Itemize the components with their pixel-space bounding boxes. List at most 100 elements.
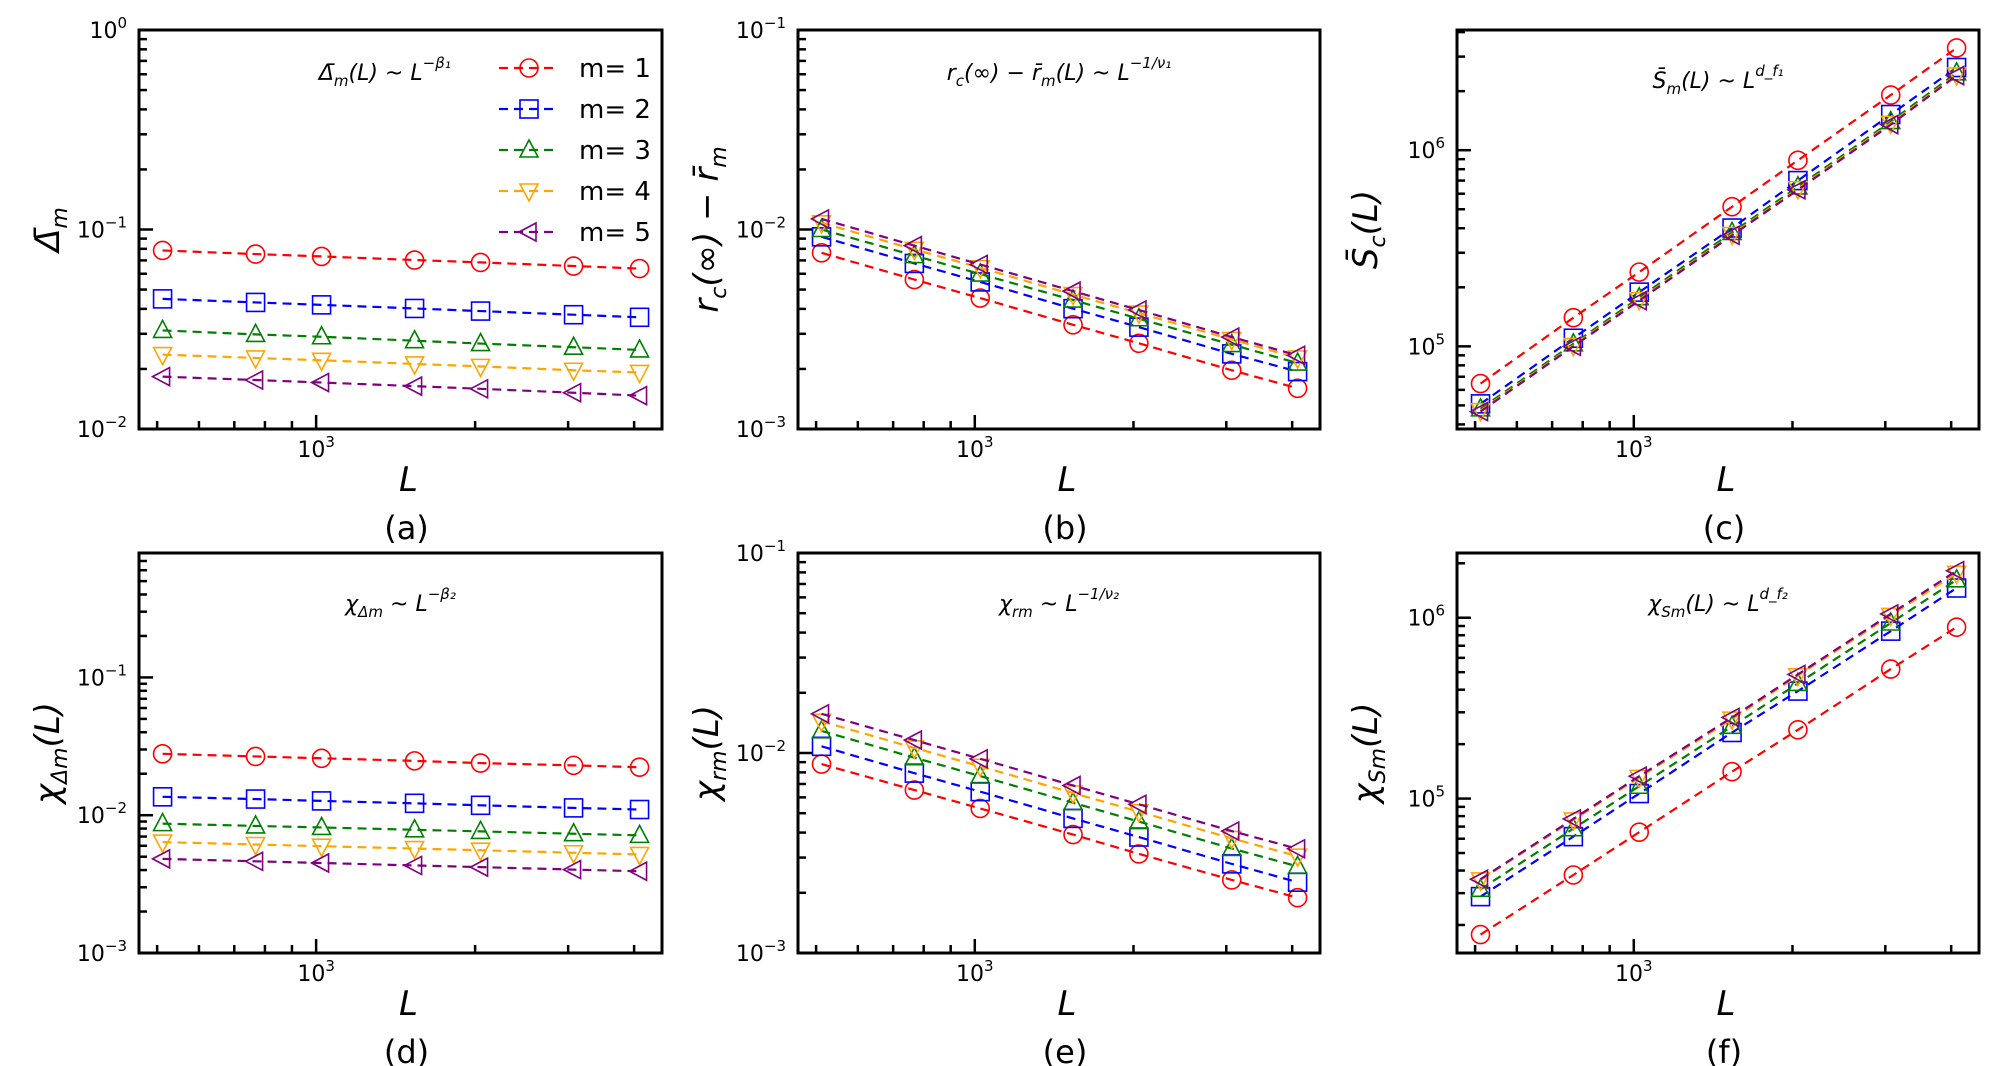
data-point xyxy=(1285,345,1306,366)
x-tick-label: 103 xyxy=(956,957,994,987)
data-point xyxy=(470,842,491,862)
data-point xyxy=(152,744,173,764)
series-m1 xyxy=(811,243,1308,399)
y-tick-label: 10−1 xyxy=(736,537,786,567)
series-line xyxy=(1479,572,1958,881)
series-line xyxy=(162,375,640,397)
y-axis-label: χΔm(L) xyxy=(28,702,73,806)
y-tick-label: 106 xyxy=(1407,134,1445,164)
data-point xyxy=(629,823,650,844)
scaling-annotation: rc(∞) − r̄m(L) ~ L−1/ν₁ xyxy=(947,54,1172,90)
data-point xyxy=(311,838,332,858)
data-point xyxy=(470,252,491,273)
data-point xyxy=(1720,225,1740,246)
data-point xyxy=(245,350,266,370)
y-tick-label: 10−1 xyxy=(77,214,127,244)
data-point xyxy=(1786,664,1806,685)
data-point xyxy=(402,375,423,397)
data-point xyxy=(811,217,832,238)
data-point xyxy=(1468,868,1489,890)
x-ticks xyxy=(814,415,1294,429)
data-point xyxy=(152,787,173,807)
data-point xyxy=(627,385,648,406)
data-point xyxy=(1063,824,1083,845)
data-point xyxy=(404,329,425,349)
data-point xyxy=(1061,775,1081,796)
data-point xyxy=(1063,314,1083,335)
data-point xyxy=(1563,337,1584,358)
series-m2 xyxy=(1470,578,1967,907)
legend-item: m= 2 xyxy=(499,95,651,125)
scaling-annotation: χrm ~ L−1/ν₂ xyxy=(998,585,1119,621)
data-point xyxy=(245,292,266,313)
data-point xyxy=(245,814,266,834)
data-point xyxy=(1563,307,1584,328)
panel-b: 103 10−1 10−2 10−3 L (b) rc(∞) − r̄m rc(∞) − r̄… xyxy=(687,14,1322,547)
y-ticks xyxy=(139,28,153,431)
data-point xyxy=(811,215,832,235)
scaling-annotation: S̄m(L) ~ Ld_f₁ xyxy=(1652,62,1783,98)
data-point xyxy=(1788,720,1808,740)
series-m5 xyxy=(809,703,1306,860)
x-ticks xyxy=(1473,939,1953,953)
data-point xyxy=(968,254,989,275)
scaling-annotation: χSm(L) ~ Ld_f₂ xyxy=(1647,585,1788,621)
series-line xyxy=(821,228,1298,365)
data-point xyxy=(1879,114,1899,135)
data-point xyxy=(969,259,991,280)
series-m4 xyxy=(811,215,1308,370)
series-line xyxy=(1479,47,1958,385)
legend-item: m= 4 xyxy=(499,177,651,207)
series-line xyxy=(821,763,1298,899)
x-tick-label: 103 xyxy=(956,433,994,463)
scaling-annotation: Δ̄m(L) ~ L−β₁ xyxy=(317,54,451,90)
data-point xyxy=(152,834,173,854)
y-tick-label: 10−2 xyxy=(77,799,127,829)
y-tick-label: 106 xyxy=(1407,602,1445,632)
data-point xyxy=(311,246,332,267)
data-point xyxy=(1221,870,1242,890)
series-m1 xyxy=(152,240,650,279)
data-point xyxy=(243,369,264,391)
series-line xyxy=(1479,71,1958,410)
data-point xyxy=(470,301,491,321)
legend-item: m= 3 xyxy=(499,136,651,166)
series-m5 xyxy=(1468,65,1965,422)
x-ticks xyxy=(814,939,1294,953)
legend-marker xyxy=(517,221,537,243)
series-line xyxy=(162,249,640,270)
data-point xyxy=(1946,67,1967,87)
legend-item: m= 5 xyxy=(499,218,651,248)
series-line xyxy=(821,712,1298,850)
legend: m= 1 m= 2 m= 3 m= 4 m= 5 xyxy=(499,54,651,248)
data-point xyxy=(470,753,491,773)
data-point xyxy=(968,748,989,770)
data-point xyxy=(1946,61,1967,81)
series-line xyxy=(1479,74,1958,413)
data-point xyxy=(1787,180,1809,201)
legend-marker xyxy=(519,99,539,119)
x-axis-label: L xyxy=(1058,460,1077,500)
data-point xyxy=(309,852,330,874)
data-point xyxy=(1880,85,1901,105)
axes-frame xyxy=(1455,551,1981,955)
y-tick-label: 10−2 xyxy=(736,214,786,244)
data-point xyxy=(1128,809,1150,830)
legend-marker xyxy=(518,138,540,158)
series-m4 xyxy=(811,713,1308,868)
data-point xyxy=(809,208,830,230)
legend-label: m= 4 xyxy=(579,177,651,207)
legend-marker xyxy=(518,183,540,203)
data-point xyxy=(629,364,650,385)
series-m3 xyxy=(152,811,650,844)
series-line xyxy=(821,217,1298,357)
data-point xyxy=(1221,836,1243,857)
y-axis-label: χrm(L) xyxy=(687,705,732,803)
data-point xyxy=(563,822,584,842)
series-m4 xyxy=(152,834,650,867)
data-point xyxy=(1470,402,1491,423)
x-axis-label: L xyxy=(1717,984,1736,1024)
series-line xyxy=(821,729,1298,868)
